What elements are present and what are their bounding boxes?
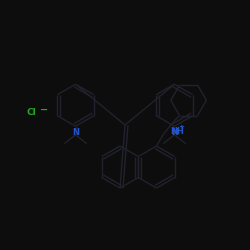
Text: +: + xyxy=(178,124,184,130)
Text: −: − xyxy=(40,105,48,115)
Text: NH: NH xyxy=(170,127,184,136)
Text: N: N xyxy=(72,128,79,137)
Text: N: N xyxy=(171,128,178,137)
Text: Cl: Cl xyxy=(26,108,36,117)
